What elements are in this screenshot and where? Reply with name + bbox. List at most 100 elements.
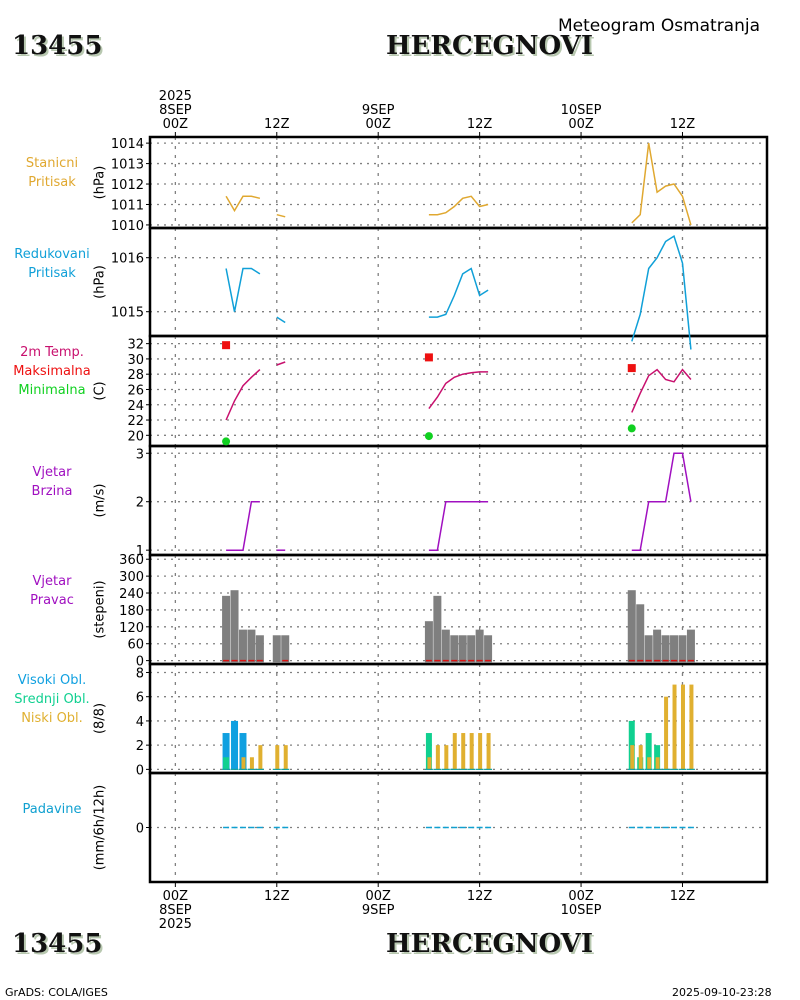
panel-wind_speed: 1 2 3 (m/s) Vjetar Brzina (32, 444, 769, 559)
x-tick-label-bottom: 12Z (467, 889, 493, 904)
tmin-marker (627, 424, 636, 433)
panel-frame (148, 226, 769, 338)
panel-label: Maksimalna (13, 364, 91, 379)
panel-label: Vjetar (33, 574, 73, 589)
low-cloud-bar (427, 757, 432, 770)
low-cloud-bar (249, 757, 254, 770)
wind-dir-bar (661, 635, 670, 663)
wind-dir-bar (475, 629, 484, 663)
wind-dir-bar (230, 590, 239, 663)
series-line-wind_speed (428, 500, 489, 551)
grads-credit: GrADS: COLA/IGES (5, 986, 108, 999)
x-tick-label-top: 00Z (365, 117, 391, 132)
wind-dir-bar (424, 621, 433, 663)
y-tick-label: 30 (127, 353, 144, 368)
panel-reduced_pressure: 1015 1016(hPa) Redukovani Pritisak (14, 226, 769, 338)
y-tick-label: 0 (136, 763, 144, 778)
y-tick-label: 120 (119, 621, 144, 636)
y-tick-label: 8 (136, 666, 144, 681)
station-name: HERCEGNOVI (386, 31, 593, 61)
panel-label: Redukovani (14, 247, 89, 262)
y-tick-label: 1011 (111, 198, 144, 213)
low-cloud-bar (275, 745, 280, 770)
x-tick-label-bottom: 00Z (365, 889, 391, 904)
timestamp: 2025-09-10-23:28 (672, 986, 772, 999)
y-tick-label: 180 (119, 604, 144, 619)
low-cloud-bar (283, 745, 288, 770)
panel-label: Vjetar (33, 465, 73, 480)
x-tick-label-top: 8SEP (159, 103, 192, 118)
y-axis-label: (mm/6h/12h) (93, 785, 108, 871)
wind-dir-bar (222, 595, 231, 663)
x-tick-label-bottom: 2025 (159, 917, 192, 932)
x-tick-label-bottom: 00Z (568, 889, 594, 904)
footer-station-id-shadow: 13455 (14, 931, 104, 961)
panel-label: Srednji Obl. (14, 692, 89, 707)
x-tick-label-top: 12Z (670, 117, 696, 132)
footer-station-name-shadow: HERCEGNOVI (388, 931, 595, 961)
y-tick-label: 1 (136, 544, 144, 559)
y-tick-label: 1013 (111, 158, 144, 173)
panel-label: Niski Obl. (21, 711, 83, 726)
footer-station-id: 13455 (12, 929, 102, 959)
x-tick-label-bottom: 00Z (163, 889, 189, 904)
x-tick-label-bottom: 10SEP (561, 903, 602, 918)
low-cloud-bar (689, 684, 694, 770)
wind-dir-bar (281, 635, 290, 663)
panel-clouds: 0 2 4 6 8 (8/8) Visoki Obl. Srednji Obl. Niski O… (14, 662, 769, 778)
panel-label: Visoki Obl. (18, 673, 86, 688)
x-tick-label-top: 9SEP (362, 103, 395, 118)
low-cloud-bar (486, 733, 491, 770)
x-tick-label-bottom: 8SEP (159, 903, 192, 918)
series-line-station_pressure (225, 195, 261, 213)
y-tick-label: 2 (136, 496, 144, 511)
mid-cloud-bar (645, 733, 652, 770)
tmin-marker (424, 432, 433, 441)
y-axis-label: (hPa) (93, 265, 108, 299)
series-line-temperature (428, 371, 489, 410)
panel-label: Pritisak (28, 266, 76, 281)
panel-label: 2m Temp. (20, 345, 84, 360)
y-tick-label: 6 (136, 691, 144, 706)
series-line-reduced_pressure (428, 267, 489, 318)
y-tick-label: 24 (127, 399, 144, 414)
wind-dir-bar (255, 635, 264, 663)
panel-station_pressure: 1010 1011 1012 1013 1014(hPa) Stanicni Pritisa… (26, 135, 769, 234)
low-cloud-bar (241, 757, 246, 770)
x-tick-label-bottom: 12Z (264, 889, 290, 904)
series-line-station_pressure (428, 195, 489, 216)
low-cloud-bar (672, 684, 677, 770)
low-cloud-bar (469, 733, 474, 770)
station-name-shadow: HERCEGNOVI (388, 33, 595, 63)
y-tick-label: 28 (127, 368, 144, 383)
panel-frame (148, 334, 769, 448)
low-cloud-bar (630, 745, 635, 770)
y-tick-label: 4 (136, 715, 144, 730)
low-cloud-bar (444, 745, 449, 770)
y-tick-label: 32 (127, 338, 144, 353)
series-line-station_pressure (276, 213, 286, 218)
low-cloud-bar (664, 696, 669, 770)
series-line-wind_speed (631, 452, 692, 551)
low-cloud-bar (452, 733, 457, 770)
series-line-temperature (225, 369, 261, 421)
panel-label: Brzina (32, 484, 73, 499)
x-tick-label-top: 10SEP (561, 103, 602, 118)
wind-dir-bar (247, 629, 256, 663)
tmax-marker (222, 341, 231, 350)
y-tick-label: 3 (136, 447, 144, 462)
y-tick-label: 1010 (111, 219, 144, 234)
panel-label: Pravac (30, 593, 74, 608)
y-tick-label: 20 (127, 429, 144, 444)
panel-frame (148, 444, 769, 557)
y-tick-label: 60 (127, 638, 144, 653)
wind-dir-bar (636, 604, 645, 663)
series-line-station_pressure (631, 142, 692, 226)
panel-label: Pritisak (28, 175, 76, 190)
y-tick-label: 26 (127, 383, 144, 398)
marks-layer (222, 142, 695, 829)
wind-dir-bar (644, 635, 653, 663)
chart-subtitle: Meteogram Osmatranja (558, 16, 760, 36)
high-cloud-bar (222, 733, 230, 770)
series-line-reduced_pressure (631, 234, 692, 350)
